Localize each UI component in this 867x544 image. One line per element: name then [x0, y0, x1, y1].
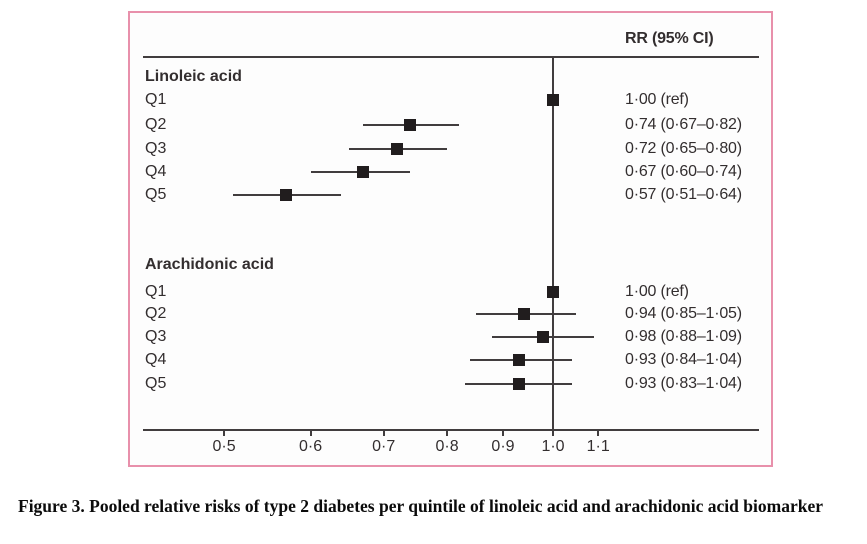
rr-marker — [512, 377, 525, 390]
rr-text: 1·00 (ref) — [625, 283, 689, 300]
x-tick-label: 0·9 — [491, 438, 515, 455]
row-label: Q4 — [145, 162, 167, 180]
rr-text: 0·57 (0·51–0·64) — [625, 186, 742, 203]
x-tick-label: 1·0 — [541, 438, 565, 455]
group-label: Linoleic acid — [145, 68, 242, 85]
reference-line — [552, 57, 554, 431]
row-label: Q2 — [145, 304, 167, 322]
plot-area: 0·5 0·6 0·7 0·8 0·9 1·0 1·1 Linoleic acid Q1 1·00… — [130, 13, 771, 465]
rr-text: 0·72 (0·65–0·80) — [625, 140, 742, 157]
rr-text: 0·93 (0·84–1·04) — [625, 351, 742, 368]
x-tick-label: 0·6 — [298, 438, 323, 455]
rr-marker — [547, 286, 559, 298]
x-tick — [382, 429, 385, 436]
column-header-rr-ci: RR (95% CI) — [625, 30, 714, 47]
row-label: Q3 — [145, 140, 167, 157]
x-tick — [223, 429, 226, 436]
rr-marker — [512, 354, 525, 366]
x-tick-label: 0·5 — [212, 438, 236, 455]
x-tick — [446, 429, 449, 436]
rr-marker — [391, 143, 404, 155]
x-axis-line — [143, 429, 759, 431]
x-tick-label: 0·7 — [372, 438, 396, 455]
row-label: Q5 — [145, 186, 167, 203]
x-tick-label: 0·8 — [435, 438, 459, 455]
row-label: Q4 — [145, 351, 167, 368]
rr-marker — [280, 189, 293, 201]
rr-text: 0·67 (0·60–0·74) — [625, 162, 742, 180]
rr-text: 0·74 (0·67–0·82) — [625, 115, 742, 133]
group-label: Arachidonic acid — [145, 256, 274, 273]
row-label: Q1 — [145, 283, 167, 300]
rr-text: 0·93 (0·83–1·04) — [625, 374, 742, 392]
x-tick — [597, 429, 600, 436]
header-separator-line — [143, 56, 759, 58]
rr-marker — [537, 331, 550, 343]
row-label: Q1 — [145, 91, 167, 108]
rr-marker — [356, 165, 369, 178]
rr-marker — [517, 307, 530, 320]
row-label: Q5 — [145, 374, 167, 392]
rr-text: 0·98 (0·88–1·09) — [625, 328, 742, 345]
x-tick — [309, 429, 312, 436]
figure-caption: Figure 3. Pooled relative risks of type … — [18, 496, 823, 516]
row-label: Q3 — [145, 328, 167, 345]
rr-text: 0·94 (0·85–1·05) — [625, 304, 742, 322]
rr-marker — [404, 118, 417, 131]
rr-marker — [547, 94, 559, 106]
row-label: Q2 — [145, 115, 167, 133]
x-tick-label: 1·1 — [586, 438, 610, 455]
rr-text: 1·00 (ref) — [625, 91, 689, 108]
forest-plot-panel: RR (95% CI) 0·5 0·6 0·7 0·8 0·9 1·0 1·1 Linolei… — [128, 11, 773, 467]
x-tick — [501, 429, 504, 436]
x-tick — [552, 429, 554, 436]
